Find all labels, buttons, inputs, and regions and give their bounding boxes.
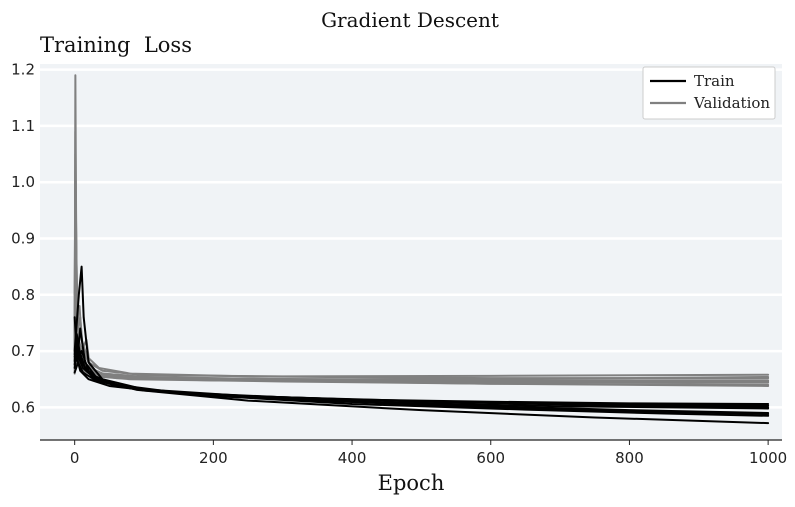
chart-title: Gradient Descent	[321, 8, 499, 32]
legend: Train Validation	[642, 66, 776, 120]
x-axis-label: Epoch	[378, 471, 445, 495]
y-tick-label-0: 0.6	[11, 398, 35, 416]
x-tick-label-5: 1000	[749, 449, 787, 467]
x-tick-label-3: 600	[476, 449, 505, 467]
x-tick-label-4: 800	[615, 449, 644, 467]
y-tick-label-5: 1.1	[11, 117, 35, 135]
x-tick-label-0: 0	[70, 449, 80, 467]
y-tick-label-6: 1.2	[11, 61, 35, 79]
x-ticks: 0 200 400 600 800 1000	[70, 440, 787, 467]
x-tick-label-1: 200	[199, 449, 228, 467]
train-line-7	[73, 316, 770, 416]
legend-label-train: Train	[694, 72, 735, 90]
y-axis-title: Training Loss	[40, 33, 192, 57]
y-tick-label-4: 1.0	[11, 173, 35, 191]
y-tick-label-3: 0.9	[11, 229, 35, 247]
y-tick-label-1: 0.7	[11, 342, 35, 360]
legend-label-validation: Validation	[693, 94, 770, 112]
y-ticks: 0.6 0.7 0.8 0.9 1.0 1.1 1.2	[11, 61, 35, 417]
y-tick-label-2: 0.8	[11, 286, 35, 304]
x-tick-label-2: 400	[338, 449, 367, 467]
plot-lines	[73, 74, 770, 425]
